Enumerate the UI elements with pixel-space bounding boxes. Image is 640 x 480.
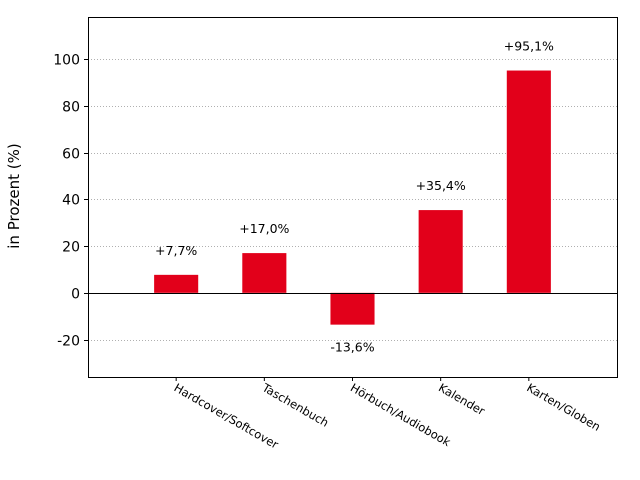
y-tick-label: 100 — [53, 53, 80, 69]
y-axis-title: in Prozent (%) — [5, 143, 23, 248]
y-tick-label: 60 — [62, 147, 80, 163]
gridlines — [88, 59, 617, 341]
data-label: +7,7% — [155, 243, 197, 258]
bar — [418, 210, 463, 293]
y-tick-label: -20 — [57, 334, 80, 350]
y-tick-label: 40 — [62, 193, 80, 209]
data-label: -13,6% — [330, 340, 374, 355]
bars — [154, 70, 551, 325]
data-label: +95,1% — [504, 39, 554, 54]
data-label: +17,0% — [239, 221, 289, 236]
x-tick-label: Kalender — [436, 380, 487, 418]
y-tick-label: 80 — [62, 100, 80, 116]
bar — [154, 274, 199, 293]
y-tick-label: 0 — [71, 287, 80, 303]
x-tick-label: Taschenbuch — [259, 380, 331, 430]
x-tick-label: Karten/Globen — [524, 380, 603, 433]
bar — [506, 70, 551, 293]
y-axis-ticks: -20 0 20 40 60 80 100 — [53, 53, 88, 350]
bar — [330, 292, 375, 325]
data-label: +35,4% — [416, 178, 466, 193]
bar — [242, 253, 287, 293]
y-tick-label: 20 — [62, 240, 80, 256]
data-labels: +7,7% +17,0% -13,6% +35,4% +95,1% — [155, 39, 554, 355]
